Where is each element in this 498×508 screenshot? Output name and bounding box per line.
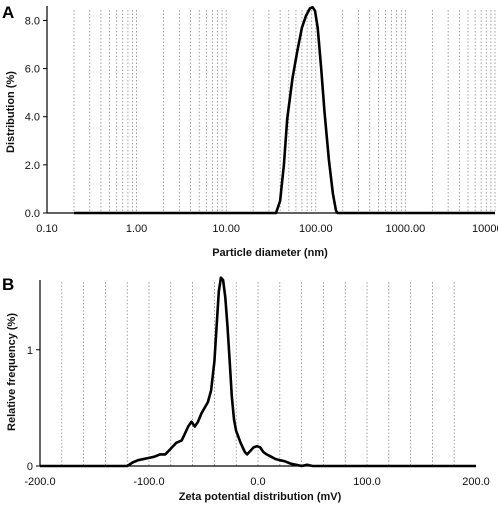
panel-a-x-tick-label: 1000.00 <box>386 223 426 235</box>
panel-a-y-tick-label: 4.0 <box>25 112 40 124</box>
panel-b-y-tick-label: 1 <box>27 345 33 357</box>
panel-a-x-tick-label: 100.00 <box>299 223 333 235</box>
panel-a-grid <box>73 10 496 213</box>
panel-b-x-tick-label: 100.0 <box>353 476 381 488</box>
panel-b-x-tick-label: 200.0 <box>462 476 490 488</box>
panel-a-y-ticks: 0.0 2.0 4.0 6.0 8.0 <box>25 15 47 220</box>
panel-b: B -200.0 -100.0 0.0 100.0 200.0 01 Zeta pote… <box>2 275 490 503</box>
panel-a-x-label: Particle diameter (nm) <box>212 247 328 259</box>
panel-a-y-tick-label: 2.0 <box>25 160 40 172</box>
panel-b-y-label: Relative frequency (%) <box>6 313 18 431</box>
panel-b-y-ticks: 01 <box>27 345 40 473</box>
panel-a-x-tick-label: 10.00 <box>212 223 240 235</box>
panel-b-label: B <box>2 275 14 294</box>
panel-b-series-line <box>40 276 476 468</box>
panel-a-x-tick-label: 1.00 <box>126 223 147 235</box>
panel-a-y-tick-label: 0.0 <box>25 208 40 220</box>
panel-a-y-label: Distribution (%) <box>5 71 17 153</box>
panel-a-y-tick-label: 6.0 <box>25 64 40 76</box>
panel-b-y-tick-label: 0 <box>27 461 33 473</box>
panel-b-grid <box>61 282 455 466</box>
panel-a-series-line <box>74 5 495 215</box>
panel-b-x-tick-label: -100.0 <box>133 476 164 488</box>
panel-a-label: A <box>2 3 14 22</box>
panel-a-y-tick-label: 8.0 <box>25 15 40 27</box>
panel-b-x-tick-label: -200.0 <box>24 476 55 488</box>
panel-b-x-tick-label: 0.0 <box>250 476 265 488</box>
panel-b-x-ticks: -200.0 -100.0 0.0 100.0 200.0 <box>24 476 489 488</box>
panel-a-x-tick-label: 0.10 <box>36 223 57 235</box>
panel-b-x-label: Zeta potential distribution (mV) <box>179 491 342 503</box>
